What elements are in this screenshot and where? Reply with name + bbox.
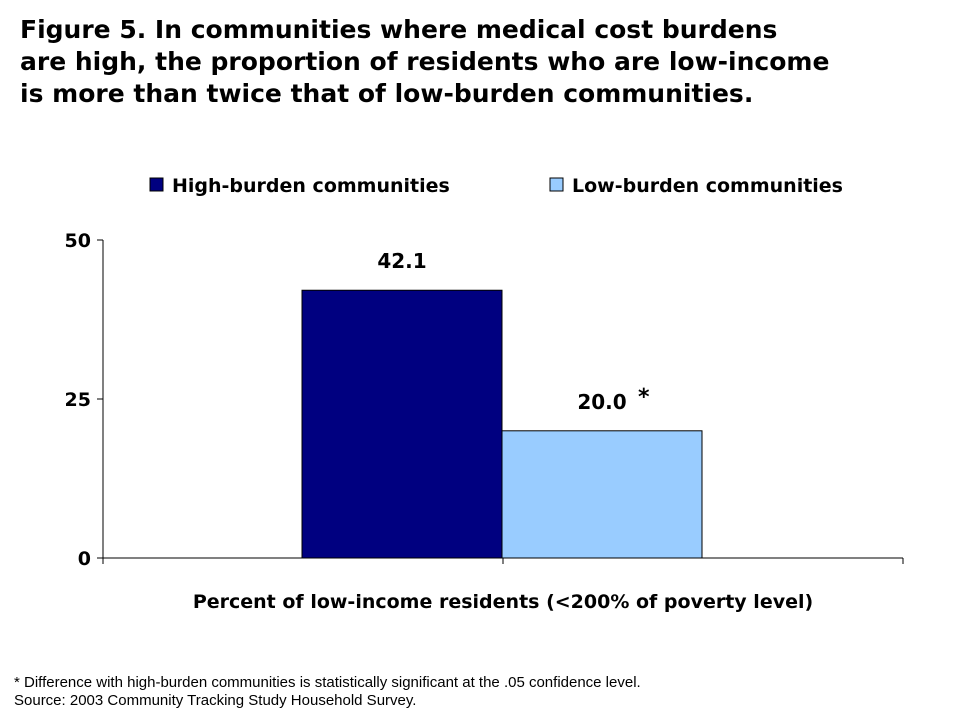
source-note: Source: 2003 Community Tracking Study Ho… <box>14 692 417 709</box>
footnotes: * Difference with high-burden communitie… <box>14 674 641 710</box>
bars <box>301 289 703 559</box>
y-tick-label: 0 <box>78 548 91 570</box>
bar <box>501 430 703 559</box>
legend-swatch <box>149 177 164 192</box>
y-tick-label: 25 <box>65 389 91 411</box>
significance-marker: * <box>638 385 650 410</box>
chart-title: Figure 5. In communities where medical c… <box>20 14 920 110</box>
title-line: are high, the proportion of residents wh… <box>20 47 830 76</box>
bar <box>301 289 503 559</box>
y-tick-label: 50 <box>65 230 91 252</box>
legend: High-burden communities Low-burden commun… <box>149 175 843 197</box>
axes: 0 25 50 Percent of low-income residents (<2… <box>65 230 904 613</box>
legend-label: High-burden communities <box>172 175 450 197</box>
title-line: Figure 5. In communities where medical c… <box>20 15 778 44</box>
data-label: 20.0 <box>577 390 626 414</box>
title-line: is more than twice that of low-burden co… <box>20 79 754 108</box>
significance-note: * Difference with high-burden communitie… <box>14 674 641 691</box>
data-label: 42.1 <box>377 249 426 273</box>
legend-swatch <box>549 177 564 192</box>
legend-label: Low-burden communities <box>572 175 843 197</box>
data-labels: 42.1 20.0 * <box>377 249 650 414</box>
x-axis-label: Percent of low-income residents (<200% o… <box>193 591 813 613</box>
